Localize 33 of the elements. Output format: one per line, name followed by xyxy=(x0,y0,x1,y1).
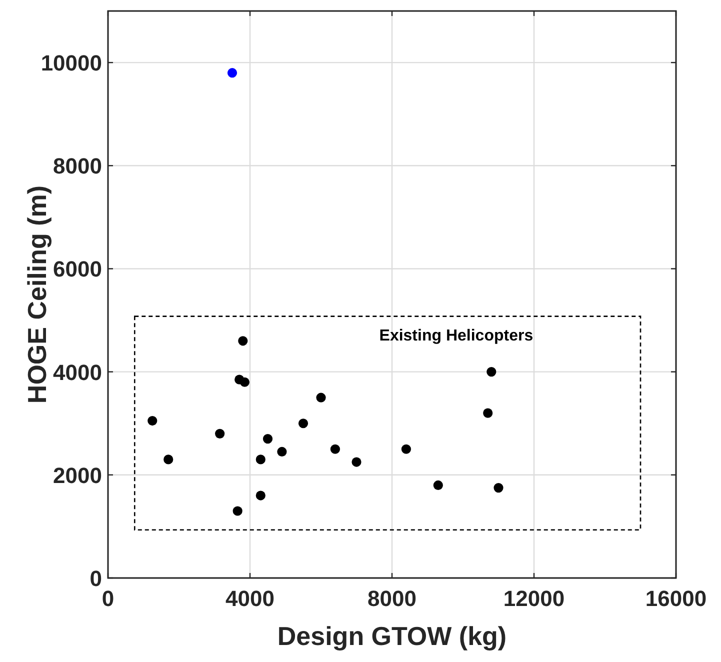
point xyxy=(256,490,266,500)
point xyxy=(277,446,287,457)
point xyxy=(352,457,362,467)
x-tick-label: 12000 xyxy=(503,586,565,611)
y-tick-label: 4000 xyxy=(53,360,102,385)
y-tick-label: 8000 xyxy=(53,154,102,179)
y-tick-label: 2000 xyxy=(53,462,102,488)
point xyxy=(483,408,493,418)
y-tick-label: 0 xyxy=(90,566,102,591)
y-axis-title: HOGE Ceiling (m) xyxy=(22,185,52,404)
point xyxy=(227,68,238,78)
point xyxy=(240,377,250,387)
point xyxy=(148,416,158,426)
x-tick-label: 4000 xyxy=(226,586,274,611)
annotation: Existing Helicopters xyxy=(379,327,534,344)
point xyxy=(330,444,340,454)
x-tick-label: 8000 xyxy=(368,586,416,611)
x-axis-title: Design GTOW (kg) xyxy=(277,621,507,651)
point xyxy=(256,454,266,464)
point xyxy=(262,434,273,444)
point xyxy=(401,444,411,454)
point xyxy=(433,480,443,490)
point xyxy=(238,336,248,346)
point xyxy=(298,418,308,428)
point xyxy=(494,482,504,493)
point xyxy=(232,506,242,516)
point xyxy=(316,392,326,402)
point xyxy=(486,367,496,377)
y-tick-label: 6000 xyxy=(53,256,102,282)
y-tick-label: 10000 xyxy=(40,50,102,76)
point xyxy=(164,454,174,464)
x-tick-label: 16000 xyxy=(645,586,707,611)
point xyxy=(215,428,225,438)
